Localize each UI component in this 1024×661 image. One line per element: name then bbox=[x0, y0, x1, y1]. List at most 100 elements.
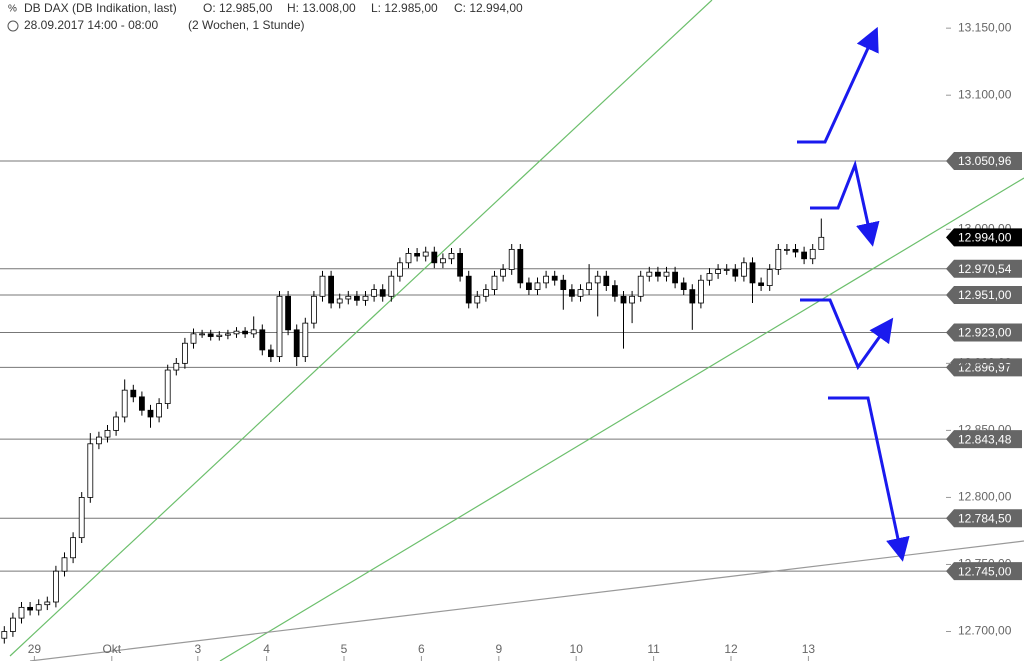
arrow bbox=[800, 298, 894, 371]
candle-body bbox=[319, 275, 326, 297]
candle-body bbox=[560, 279, 567, 291]
level-box bbox=[946, 259, 1022, 278]
arrow bbox=[810, 159, 880, 247]
period: (2 Wochen, 1 Stunde) bbox=[188, 18, 305, 32]
x-tick-label: 13 bbox=[802, 642, 816, 656]
y-tick-label: 13.150,00 bbox=[958, 20, 1012, 34]
level-label: 12.784,50 bbox=[958, 511, 1012, 525]
candle-body bbox=[457, 253, 464, 277]
candle-body bbox=[396, 262, 403, 277]
candle-body bbox=[792, 248, 799, 253]
candle-body bbox=[285, 295, 292, 331]
candle-body bbox=[422, 251, 429, 257]
level-label: 12.896,97 bbox=[958, 361, 1012, 375]
x-tick-label: 29 bbox=[28, 642, 42, 656]
candle-body bbox=[534, 282, 541, 291]
icon: % bbox=[8, 4, 17, 15]
candle-body bbox=[276, 295, 283, 358]
candle-body bbox=[474, 295, 481, 304]
candle-body bbox=[749, 262, 756, 284]
candle-body bbox=[766, 269, 773, 286]
trend-line bbox=[29, 540, 1024, 661]
candle-body bbox=[138, 396, 145, 411]
candle-body bbox=[586, 282, 592, 291]
y-tick-label: 12.700,00 bbox=[958, 624, 1012, 638]
arrow bbox=[797, 26, 879, 144]
subtitle: 28.09.2017 14:00 - 08:00 bbox=[24, 18, 158, 32]
candle-body bbox=[35, 604, 42, 611]
level-box bbox=[946, 151, 1022, 170]
candle-body bbox=[233, 330, 240, 335]
trend-line bbox=[219, 177, 1024, 661]
candle-body bbox=[27, 606, 34, 611]
candle-body bbox=[104, 429, 111, 438]
candle-body bbox=[543, 275, 549, 284]
level-box bbox=[946, 323, 1022, 342]
trend-lines bbox=[9, 0, 1024, 661]
candle-body bbox=[164, 369, 171, 404]
candle-body bbox=[388, 275, 395, 297]
candle-body bbox=[78, 497, 85, 539]
arrows bbox=[797, 26, 910, 562]
x-tick-label: 9 bbox=[495, 642, 502, 656]
level-box bbox=[946, 285, 1022, 304]
x-tick-label: 4 bbox=[263, 642, 270, 656]
candle-body bbox=[577, 289, 584, 297]
candle-body bbox=[70, 537, 76, 559]
y-tick-label: 12.850,00 bbox=[958, 423, 1012, 437]
candle-body bbox=[465, 275, 472, 304]
candle-body bbox=[147, 409, 154, 418]
level-label: 12.970,54 bbox=[958, 262, 1012, 276]
ohlc-label: L: 12.985,00 bbox=[371, 1, 438, 15]
ohlc-label: C: 12.994,00 bbox=[454, 1, 523, 15]
y-tick-label: 12.800,00 bbox=[958, 490, 1012, 504]
candle-body bbox=[242, 330, 249, 335]
trend-line bbox=[9, 0, 713, 657]
levels: 13.050,96 12.970,54 12.951,00 12.923,00 12.8… bbox=[0, 151, 1022, 581]
candle-body bbox=[190, 333, 197, 344]
candle-body bbox=[526, 282, 532, 291]
candle-body bbox=[680, 282, 687, 291]
candle-body bbox=[216, 334, 223, 337]
candle-body bbox=[801, 251, 807, 260]
level-box bbox=[946, 562, 1022, 581]
x-tick-label: 11 bbox=[647, 642, 660, 656]
candle-body bbox=[732, 269, 739, 277]
x-tick-label: 6 bbox=[418, 642, 425, 656]
ohlc-label: H: 13.008,00 bbox=[287, 1, 356, 15]
candle-body bbox=[672, 271, 678, 284]
candle-body bbox=[784, 248, 790, 251]
candle-body bbox=[723, 269, 730, 271]
candle-body bbox=[1, 631, 8, 639]
candle-body bbox=[508, 248, 515, 270]
candle-body bbox=[353, 295, 360, 301]
candle-body bbox=[302, 322, 309, 358]
candle-body bbox=[336, 298, 343, 304]
candle-body bbox=[156, 403, 163, 418]
level-label: 12.745,00 bbox=[958, 564, 1012, 578]
x-tick-label: 3 bbox=[194, 642, 201, 656]
candle-body bbox=[362, 295, 369, 301]
candle-body bbox=[181, 342, 188, 364]
candle-body bbox=[224, 333, 231, 336]
candle-body bbox=[207, 333, 214, 337]
candle-body bbox=[620, 295, 627, 304]
y-tick-label: 13.100,00 bbox=[958, 87, 1012, 101]
candle-body bbox=[715, 269, 721, 274]
candle-body bbox=[53, 570, 59, 603]
candle-body bbox=[500, 269, 507, 277]
last-price-label: 12.994,00 bbox=[958, 230, 1012, 244]
candle-body bbox=[569, 289, 575, 297]
candle-body bbox=[698, 279, 704, 304]
y-tick-label: 12.750,00 bbox=[958, 557, 1012, 571]
x-axis: 29 Okt 3 4 5 6 9 10 11 12 13 bbox=[28, 642, 816, 661]
candle-body bbox=[594, 275, 601, 284]
candle-body bbox=[371, 289, 378, 297]
candle-body bbox=[113, 416, 119, 431]
candle-body bbox=[646, 271, 653, 277]
candle-body bbox=[61, 557, 68, 572]
candle-body bbox=[18, 606, 25, 619]
level-box bbox=[946, 358, 1022, 377]
arrow bbox=[828, 396, 910, 562]
